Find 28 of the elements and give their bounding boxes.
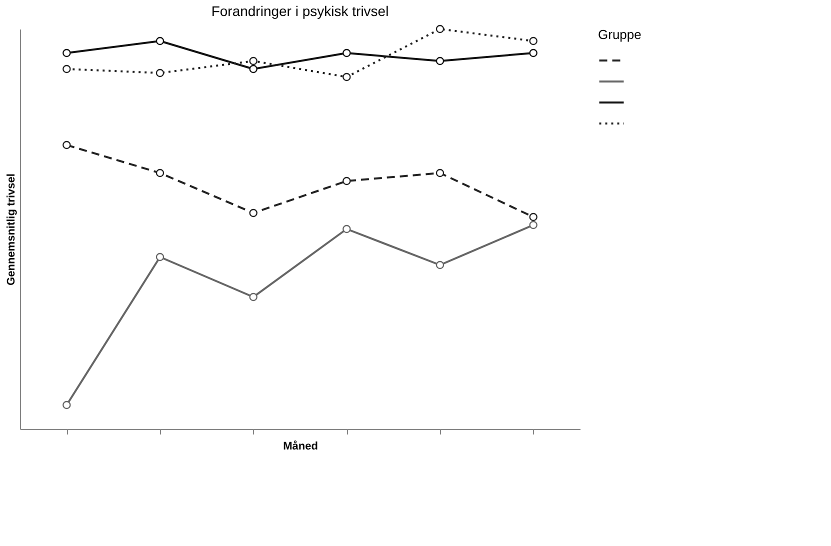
point — [436, 56, 444, 66]
point — [249, 56, 258, 66]
y-axis-title: Gennemsnitlig trivsel — [6, 174, 18, 286]
point — [342, 176, 351, 186]
point — [249, 64, 258, 74]
point — [156, 36, 164, 46]
point — [156, 68, 164, 78]
point — [436, 260, 444, 270]
point — [436, 24, 444, 34]
point — [529, 220, 538, 230]
point — [249, 292, 258, 302]
point — [62, 64, 71, 74]
point — [156, 252, 164, 262]
point — [156, 168, 164, 178]
point — [436, 168, 444, 178]
point — [342, 48, 351, 58]
point — [342, 224, 351, 234]
point — [62, 140, 71, 150]
point — [62, 400, 71, 410]
point — [62, 48, 71, 58]
x-axis-title: Måned — [283, 440, 318, 452]
point — [529, 212, 538, 222]
point — [249, 208, 258, 218]
point — [529, 48, 538, 58]
chart-title: Forandringer i psykisk trivsel — [211, 3, 389, 20]
point — [342, 72, 351, 82]
legend-title: Gruppe — [598, 27, 642, 42]
point — [529, 36, 538, 46]
